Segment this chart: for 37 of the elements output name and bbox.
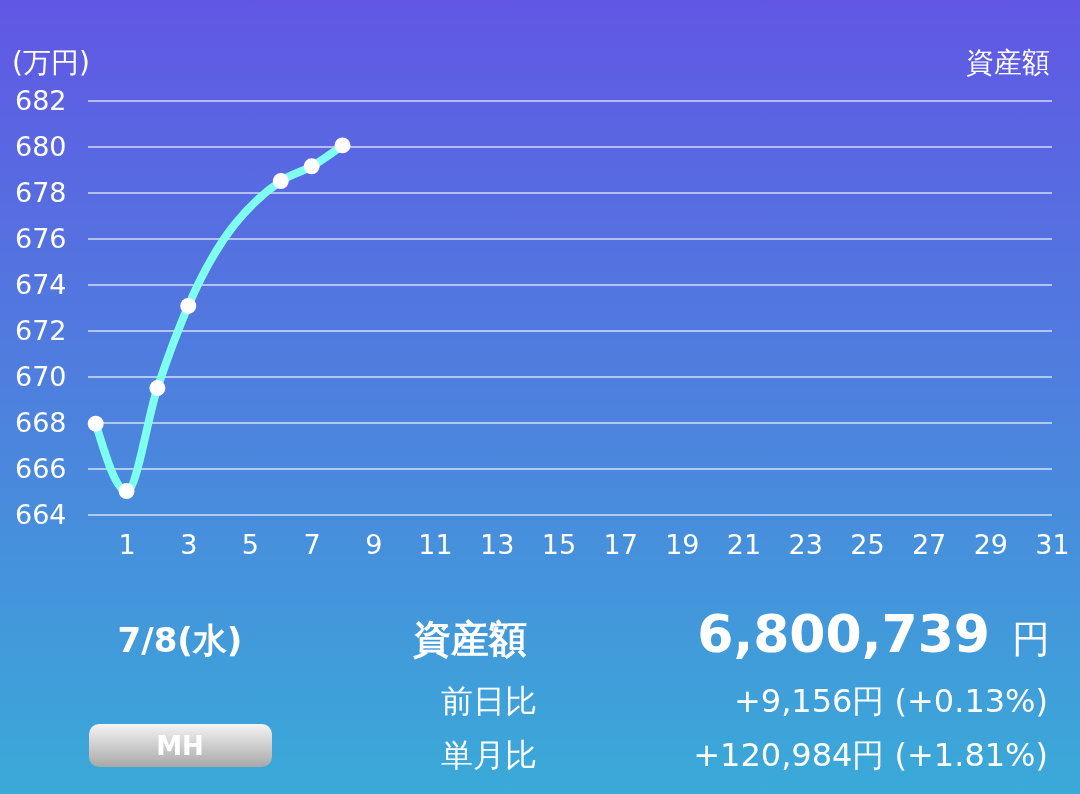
text: +9,156円 (+0.13%) bbox=[733, 682, 1048, 720]
y-tick-label: 682 bbox=[15, 85, 67, 117]
chart-title: 資産額 bbox=[966, 46, 1050, 79]
x-tick-label: 15 bbox=[541, 529, 577, 561]
x-tick-label: 3 bbox=[180, 529, 198, 561]
x-tick-label: 29 bbox=[973, 529, 1008, 561]
y-tick-label: 666 bbox=[15, 453, 67, 485]
x-tick-label: 21 bbox=[726, 529, 762, 561]
y-tick-label: 674 bbox=[15, 269, 67, 301]
text: 円 bbox=[1012, 617, 1050, 661]
text: 単月比 bbox=[441, 736, 537, 774]
x-tick-label: 5 bbox=[241, 529, 260, 561]
x-tick-label: 19 bbox=[665, 529, 700, 561]
y-axis-title: (万円) bbox=[12, 46, 90, 79]
x-tick-label: 11 bbox=[418, 529, 453, 561]
y-tick-label: 670 bbox=[15, 361, 67, 393]
text: 資産額 bbox=[413, 617, 527, 661]
y-tick-label: 680 bbox=[15, 131, 67, 163]
y-tick-label: 678 bbox=[15, 177, 67, 209]
x-tick-label: 25 bbox=[850, 529, 885, 561]
x-tick-label: 1 bbox=[118, 529, 136, 561]
x-tick-label: 13 bbox=[480, 529, 515, 561]
x-tick-label: 27 bbox=[911, 529, 947, 561]
x-tick-label: 9 bbox=[365, 529, 383, 561]
text: 7/8(水) bbox=[117, 620, 243, 660]
x-tick-label: 7 bbox=[303, 529, 321, 561]
y-tick-label: 668 bbox=[15, 407, 67, 439]
y-tick-label: 672 bbox=[15, 315, 67, 347]
x-tick-label: 31 bbox=[1035, 529, 1070, 561]
text: +120,984円 (+1.81%) bbox=[693, 736, 1048, 774]
x-tick-label: 23 bbox=[788, 529, 823, 561]
text: 前日比 bbox=[441, 682, 537, 720]
y-tick-label: 664 bbox=[15, 499, 67, 531]
text: MH bbox=[156, 731, 204, 761]
text: 6,800,739 bbox=[697, 604, 990, 664]
x-tick-label: 17 bbox=[603, 529, 638, 561]
y-tick-label: 676 bbox=[15, 223, 67, 255]
